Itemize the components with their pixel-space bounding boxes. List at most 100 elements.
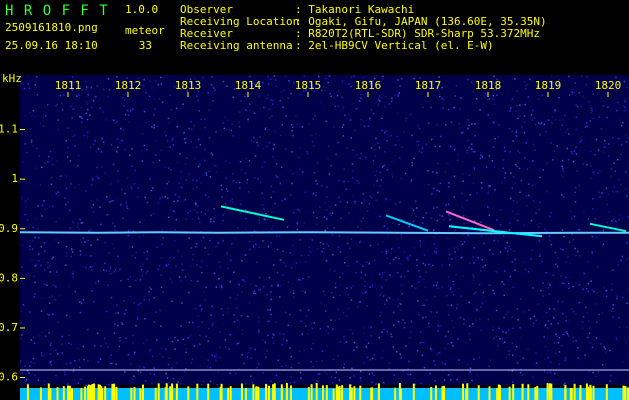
noise-dot (171, 300, 173, 303)
noise-dot (267, 76, 269, 78)
noise-dot (583, 272, 585, 275)
noise-dot (187, 212, 189, 214)
noise-dot (377, 104, 380, 107)
noise-dot (261, 192, 263, 194)
noise-dot (347, 180, 349, 182)
noise-dot (463, 323, 465, 325)
noise-dot (435, 80, 437, 83)
noise-dot (272, 333, 274, 335)
noise-dot (172, 210, 175, 212)
noise-dot (333, 126, 335, 128)
noise-dot (494, 137, 496, 140)
noise-dot (436, 220, 438, 222)
noise-dot (350, 287, 353, 289)
noise-dot (299, 279, 302, 281)
noise-dot (261, 213, 264, 215)
noise-dot (441, 264, 443, 267)
noise-dot (270, 99, 273, 102)
noise-dot (246, 356, 249, 358)
noise-dot (289, 169, 292, 171)
noise-dot (37, 259, 40, 262)
noise-dot (452, 224, 455, 227)
noise-dot (273, 75, 276, 77)
noise-dot (168, 256, 171, 259)
noise-dot (138, 365, 141, 368)
noise-dot (296, 225, 298, 227)
noise-dot (72, 275, 74, 278)
noise-dot (523, 115, 526, 117)
noise-dot (292, 244, 294, 247)
noise-dot (143, 144, 146, 147)
noise-dot (350, 384, 352, 386)
noise-dot (493, 166, 496, 168)
noise-dot (567, 159, 570, 161)
noise-dot (54, 298, 57, 301)
noise-dot (35, 217, 38, 220)
noise-dot (249, 75, 251, 78)
noise-dot (197, 345, 199, 347)
noise-dot (148, 286, 151, 288)
noise-dot (311, 239, 313, 241)
noise-dot (135, 325, 137, 327)
noise-dot (604, 347, 606, 350)
noise-dot (210, 220, 212, 223)
noise-dot (448, 214, 450, 216)
noise-dot (557, 257, 559, 259)
noise-dot (315, 361, 318, 363)
file-name: 2509161810.png (5, 21, 98, 34)
noise-dot (495, 88, 498, 90)
noise-dot (43, 379, 46, 382)
noise-dot (591, 109, 593, 112)
noise-dot (519, 371, 522, 374)
noise-dot (465, 342, 467, 344)
noise-dot (271, 228, 273, 230)
noise-dot (86, 118, 89, 121)
noise-dot (175, 107, 178, 110)
noise-dot (423, 304, 425, 306)
noise-dot (245, 109, 247, 111)
noise-dot (89, 266, 92, 268)
noise-dot (232, 242, 234, 245)
noise-dot (343, 366, 345, 369)
noise-dot (110, 296, 113, 299)
noise-dot (488, 214, 490, 217)
noise-dot (90, 207, 92, 209)
noise-dot (533, 322, 535, 325)
noise-dot (433, 360, 435, 362)
noise-dot (127, 278, 129, 280)
noise-dot (427, 249, 429, 252)
noise-dot (580, 105, 582, 108)
noise-dot (41, 166, 43, 168)
noise-dot (70, 183, 72, 185)
noise-dot (120, 188, 123, 191)
noise-dot (411, 162, 413, 164)
noise-dot (112, 163, 115, 166)
noise-dot (462, 173, 464, 176)
noise-dot (139, 266, 142, 268)
noise-dot (205, 335, 207, 338)
noise-dot (523, 121, 526, 123)
noise-dot (252, 244, 255, 247)
noise-dot (34, 293, 36, 296)
noise-dot (112, 200, 114, 202)
noise-dot (116, 198, 118, 201)
noise-dot (616, 109, 618, 112)
noise-dot (99, 206, 101, 208)
noise-dot (165, 264, 168, 267)
noise-dot (508, 350, 511, 352)
noise-dot (47, 160, 49, 163)
noise-dot (446, 162, 449, 165)
noise-dot (439, 214, 441, 217)
noise-dot (69, 210, 71, 212)
noise-dot (141, 133, 144, 135)
noise-dot (40, 246, 42, 248)
noise-dot (385, 248, 387, 251)
noise-dot (336, 94, 339, 97)
noise-dot (266, 97, 268, 100)
noise-dot (292, 209, 294, 212)
noise-dot (279, 296, 281, 298)
noise-dot (129, 109, 132, 112)
noise-dot (351, 195, 354, 197)
noise-dot (596, 266, 599, 268)
noise-dot (484, 93, 486, 96)
